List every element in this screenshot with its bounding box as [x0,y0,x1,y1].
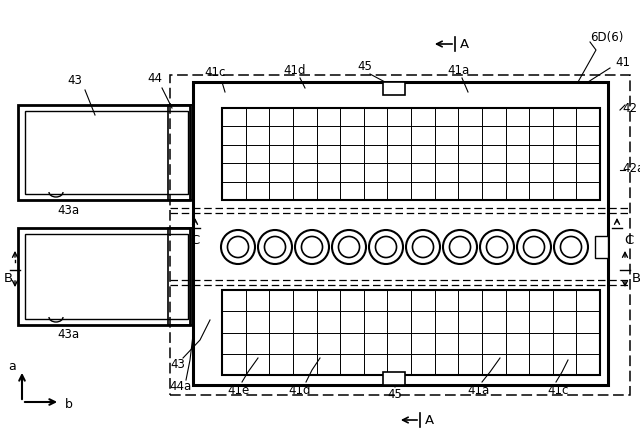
Bar [383,372,405,385]
Bar [222,108,600,200]
Text: C: C [190,233,200,247]
Text: 41: 41 [615,56,630,68]
Text: 42: 42 [622,102,637,114]
Text: 43: 43 [68,74,83,86]
Text: C: C [624,233,633,247]
Text: 44: 44 [147,71,163,85]
Text: B: B [632,272,640,285]
Bar [25,234,188,319]
Text: 41d: 41d [289,384,311,396]
Text: 41d: 41d [284,64,307,77]
Text: 41e: 41e [227,384,249,396]
Bar [193,82,608,385]
Text: A: A [460,38,469,50]
Bar [222,290,600,375]
Text: 41a: 41a [467,384,489,396]
Bar [25,111,188,194]
Bar [18,105,190,200]
Bar [595,236,608,258]
Bar [170,75,630,395]
Text: A: A [425,413,434,427]
Text: 41c: 41c [204,67,226,80]
Text: 6D(6): 6D(6) [590,32,623,45]
Bar [383,82,405,95]
Text: 43: 43 [171,358,186,371]
Text: 42a: 42a [622,162,640,174]
Bar [18,228,190,325]
Text: 41a: 41a [447,64,469,77]
Text: b: b [65,398,73,410]
Text: 45: 45 [388,389,403,402]
Text: 41c: 41c [547,384,569,396]
Bar [168,228,193,325]
Text: 45: 45 [358,60,372,73]
Text: 43a: 43a [57,328,79,342]
Text: B: B [3,272,13,285]
Text: a: a [8,360,16,372]
Text: 44a: 44a [169,381,191,393]
Text: 43a: 43a [57,204,79,216]
Bar [168,105,193,200]
